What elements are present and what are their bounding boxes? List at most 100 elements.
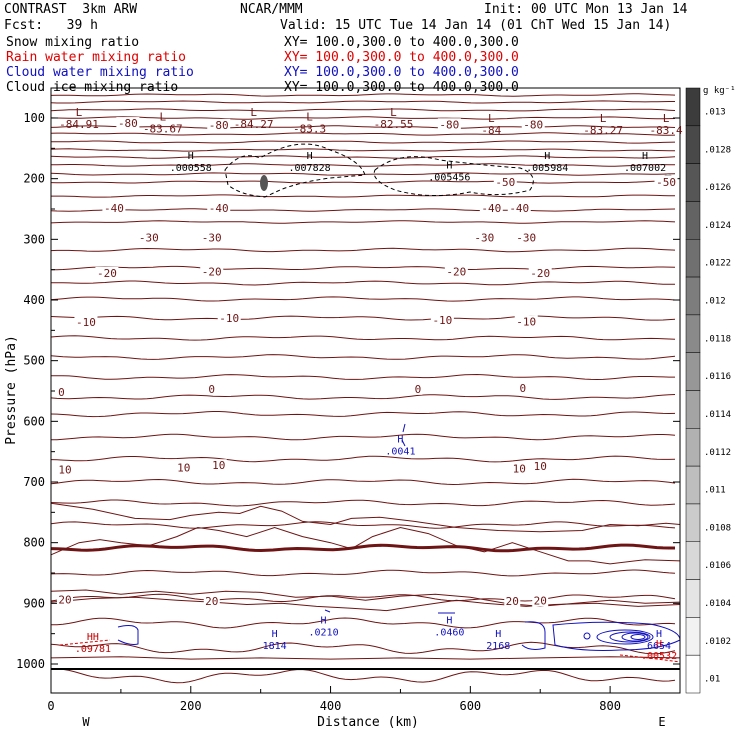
isotherm [50, 315, 676, 321]
high-center-value: 2168 [486, 641, 510, 652]
field-snow-name: Snow mixing ratio [6, 35, 140, 50]
colorbar-swatch [685, 125, 701, 164]
low-center-value: -83.27 [583, 124, 623, 137]
mixing-ratio-contours [59, 143, 681, 663]
field-cloudwater-xy: XY= 100.0,300.0 to 400.0,300.0 [284, 65, 519, 80]
field-snow-xy: XY= 100.0,300.0 to 400.0,300.0 [284, 35, 519, 50]
contour-label-bg [102, 202, 126, 214]
colorbar-tick-label: .0112 [704, 448, 731, 458]
contour-label: 10 [58, 463, 71, 476]
contour-label-bg [514, 315, 538, 328]
isotherm [50, 543, 675, 553]
high-center-value: .0041 [385, 447, 415, 458]
colorbar-unit: g kg⁻¹ [703, 86, 736, 96]
isotherm [50, 180, 675, 184]
colorbar-swatch [685, 617, 701, 656]
contour-label-bg [472, 231, 496, 244]
forecast-hour: Fcst: 39 h [4, 18, 98, 33]
contour-label: -10 [432, 314, 452, 327]
high-center-symbol: H [272, 629, 278, 640]
isotherm [50, 526, 681, 565]
isotherm [51, 265, 676, 271]
high-center-value: .0210 [309, 627, 339, 638]
colorbar-swatch [685, 201, 701, 240]
low-center-value: -82.55 [374, 118, 414, 131]
isotherm [50, 247, 676, 253]
contour-label: -20 [446, 266, 466, 279]
x-tick-label: 400 [320, 699, 342, 713]
isotherm [50, 656, 681, 660]
colorbar-tick-label: .011 [704, 486, 726, 496]
isotherm [50, 455, 676, 463]
high-center-value: 1814 [263, 641, 287, 652]
high-center-value: .005456 [428, 172, 470, 183]
colorbar-swatch [685, 503, 701, 542]
contour-label-bg [518, 382, 528, 395]
colorfill-patch [260, 175, 268, 191]
y-axis-label: Pressure (hPa) [4, 335, 19, 445]
contour-label-bg [521, 118, 545, 131]
colorbar-tick-label: .01 [704, 675, 720, 685]
contour-label: -40 [481, 202, 501, 215]
y-tick-label: 500 [23, 354, 45, 368]
colorbar-swatch [685, 465, 701, 505]
low-center-symbol: L [306, 110, 313, 123]
isotherm [50, 589, 681, 607]
low-center-symbol: L [600, 112, 607, 125]
x-axis: 0 200 400 600 800 [47, 686, 681, 713]
contour-label: -10 [219, 312, 239, 325]
isotherm [50, 394, 676, 400]
high-center-value: .000558 [170, 163, 212, 174]
contour-label: -30 [474, 232, 494, 245]
isotherm [50, 116, 676, 120]
cloud-water-contour [630, 634, 646, 640]
y-tick-label: 100 [23, 111, 45, 125]
contour-label-bg [137, 231, 161, 244]
y-tick-label: 1000 [16, 657, 45, 671]
contour-label: -40 [509, 202, 529, 215]
contour-label: -10 [76, 316, 96, 329]
high-center-symbol: H [397, 435, 403, 446]
x-tick-label: 0 [47, 699, 54, 713]
isotherm [50, 569, 676, 577]
contour-label: -40 [104, 202, 124, 215]
colorbar-tick-label: .0126 [704, 183, 731, 193]
contour-label: 10 [513, 462, 526, 475]
low-center-value: -83.67 [143, 122, 183, 135]
snow-contour [373, 156, 534, 197]
contour-label-bg [430, 314, 454, 327]
high-center-symbol: H [321, 615, 327, 626]
y-tick-label: 200 [23, 172, 45, 186]
contour-label: 0 [415, 383, 422, 396]
contour-label-bg [175, 461, 192, 474]
isotherm [50, 411, 676, 418]
high-center-symbol: H [495, 629, 501, 640]
contour-labels: -80 -80 -80 -80 -50 -50 -40 -40 -40 -40 -30 -30 -30 -… [56, 117, 678, 608]
field-rain-xy: XY= 100.0,300.0 to 400.0,300.0 [284, 50, 519, 65]
isotherm [50, 220, 676, 224]
init-time: Init: 00 UTC Mon 13 Jan 14 [484, 2, 688, 17]
high-center-symbol: H [307, 151, 313, 162]
contour-label-bg [200, 231, 224, 244]
rain-contour [619, 654, 681, 663]
isotherm [50, 125, 676, 129]
cloud-water-contour [621, 632, 649, 642]
high-center-symbol: H [544, 151, 550, 162]
colorbar-swatch [685, 239, 701, 278]
contour-label: -20 [97, 267, 117, 280]
x-axis-label: Distance (km) [317, 715, 419, 730]
contour-label: 10 [177, 462, 190, 475]
isotherm [50, 668, 676, 684]
cloud-water-contour [596, 629, 654, 645]
organization-label: NCAR/MMM [240, 2, 303, 17]
isotherm [50, 502, 681, 533]
contour-label: -40 [209, 202, 229, 215]
isotherm [50, 499, 676, 507]
contour-label: 20 [58, 593, 71, 606]
contour-label-bg [207, 118, 231, 131]
colorbar-tick-label: .0124 [704, 221, 731, 231]
isotherm [50, 208, 676, 212]
contour-label-bg [95, 266, 119, 279]
contour-label: 20 [534, 595, 547, 608]
